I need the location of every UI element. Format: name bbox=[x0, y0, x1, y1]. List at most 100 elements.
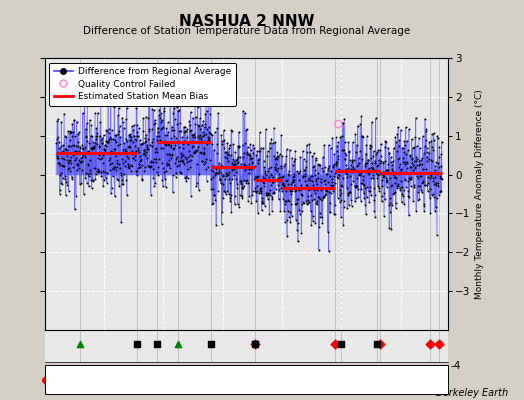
Point bbox=[369, 148, 378, 154]
Point bbox=[128, 148, 136, 154]
Point bbox=[387, 226, 396, 232]
Point bbox=[67, 157, 75, 163]
Point bbox=[103, 139, 112, 146]
Point bbox=[167, 144, 176, 151]
Point bbox=[90, 142, 98, 149]
Point bbox=[242, 178, 250, 184]
Point bbox=[210, 192, 219, 198]
Point bbox=[391, 200, 400, 206]
Point bbox=[297, 230, 305, 236]
Point bbox=[43, 376, 51, 383]
Point bbox=[329, 162, 337, 169]
Point bbox=[266, 192, 274, 198]
Point bbox=[403, 159, 412, 165]
Point bbox=[234, 143, 243, 150]
Point bbox=[89, 176, 97, 183]
Point bbox=[279, 196, 288, 202]
Point bbox=[335, 172, 343, 178]
Point bbox=[375, 168, 384, 175]
Point bbox=[415, 196, 423, 202]
Point bbox=[246, 141, 255, 148]
Point bbox=[359, 181, 368, 187]
Point bbox=[322, 188, 330, 194]
Point bbox=[349, 166, 357, 172]
Point bbox=[364, 156, 372, 163]
Point bbox=[109, 166, 117, 172]
Point bbox=[238, 185, 246, 192]
Point bbox=[209, 168, 217, 174]
Point bbox=[316, 214, 324, 220]
Point bbox=[193, 139, 202, 146]
Point bbox=[137, 141, 146, 148]
Point bbox=[356, 148, 364, 154]
Point bbox=[383, 177, 391, 183]
Point bbox=[147, 192, 155, 198]
Point bbox=[174, 107, 183, 113]
Point bbox=[310, 187, 319, 193]
Point bbox=[424, 155, 433, 162]
Point bbox=[431, 180, 440, 186]
Point bbox=[349, 178, 357, 184]
Point bbox=[189, 143, 197, 149]
Point bbox=[402, 169, 411, 175]
Point bbox=[181, 127, 190, 134]
Point bbox=[427, 138, 435, 144]
Point bbox=[368, 164, 377, 170]
Point bbox=[265, 211, 274, 217]
Point bbox=[253, 188, 261, 194]
Point bbox=[194, 144, 202, 150]
Point bbox=[187, 109, 195, 115]
Point bbox=[238, 185, 247, 191]
Point bbox=[272, 161, 281, 167]
Point bbox=[69, 152, 77, 158]
Point bbox=[283, 208, 292, 214]
Point bbox=[64, 143, 72, 149]
Point bbox=[244, 151, 252, 158]
Point bbox=[212, 169, 221, 176]
Point bbox=[194, 132, 202, 139]
Point bbox=[209, 174, 217, 180]
Point bbox=[208, 163, 216, 170]
Point bbox=[305, 187, 313, 193]
Point bbox=[97, 137, 105, 143]
Point bbox=[353, 186, 362, 192]
Point bbox=[379, 160, 388, 166]
Point bbox=[72, 155, 80, 161]
Point bbox=[63, 160, 72, 166]
Point bbox=[376, 147, 384, 153]
Point bbox=[152, 133, 161, 139]
Point bbox=[104, 126, 113, 132]
Point bbox=[306, 184, 314, 190]
Point bbox=[408, 136, 416, 142]
Point bbox=[226, 152, 235, 158]
Point bbox=[58, 162, 67, 168]
Point bbox=[344, 192, 352, 198]
Point bbox=[83, 180, 91, 186]
Point bbox=[56, 187, 64, 193]
Point bbox=[174, 341, 182, 348]
Point bbox=[74, 143, 82, 149]
Point bbox=[375, 168, 384, 174]
Point bbox=[282, 188, 290, 194]
Point bbox=[259, 173, 267, 180]
Point bbox=[389, 158, 397, 164]
Point bbox=[340, 204, 348, 210]
Point bbox=[220, 127, 228, 133]
Point bbox=[307, 173, 315, 180]
Point bbox=[53, 136, 61, 142]
Point bbox=[352, 183, 360, 190]
Point bbox=[285, 198, 293, 204]
Point bbox=[155, 112, 163, 119]
Point bbox=[438, 176, 446, 182]
Point bbox=[106, 160, 115, 167]
Point bbox=[379, 172, 387, 178]
Point bbox=[70, 151, 79, 157]
Point bbox=[84, 162, 92, 168]
Point bbox=[102, 138, 110, 144]
Point bbox=[206, 130, 214, 136]
Point bbox=[377, 198, 386, 205]
Point bbox=[356, 172, 364, 178]
Point bbox=[420, 143, 429, 150]
Point bbox=[257, 190, 265, 196]
Point bbox=[333, 143, 342, 149]
